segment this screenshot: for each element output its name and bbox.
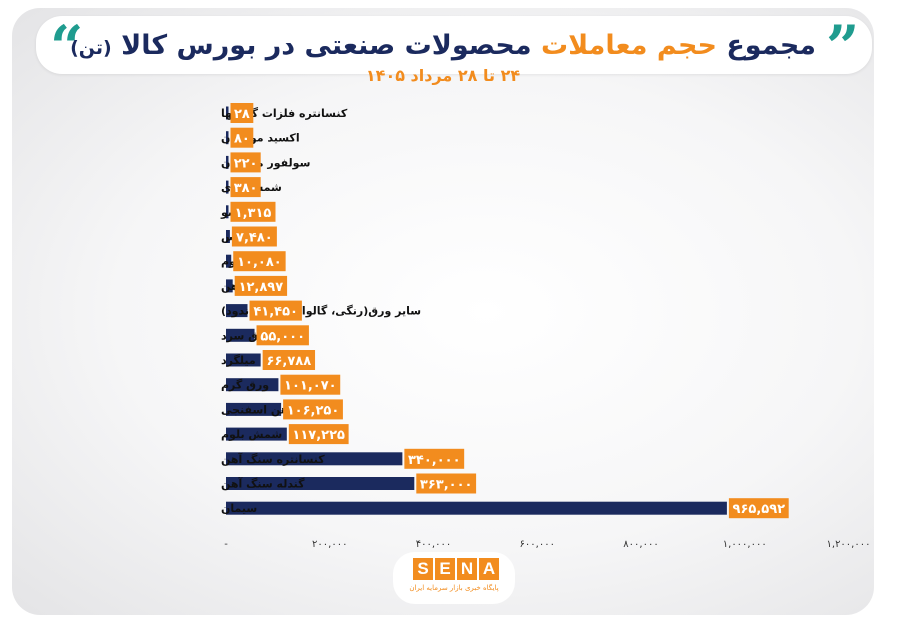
x-tick-label: ۴۰۰,۰۰۰ xyxy=(416,539,451,550)
logo-letter: S xyxy=(413,558,433,580)
value-label-bg xyxy=(230,152,261,173)
x-tick-label: - xyxy=(224,539,228,550)
bar xyxy=(226,279,233,293)
bar xyxy=(226,254,232,268)
value-label-bg xyxy=(230,177,261,198)
value-label-bg xyxy=(262,350,316,370)
value-label: ۶۶,۷۸۸ xyxy=(267,354,312,369)
value-label: ۱۰۶,۲۵۰ xyxy=(287,403,340,418)
x-tick-label: ۲۰۰,۰۰۰ xyxy=(312,539,347,550)
logo-tagline: پایگاه خبری بازار سرمایه ایران xyxy=(409,584,499,592)
category-label: آهن اسفنجی xyxy=(221,402,292,416)
category-label: شمش بلوم xyxy=(221,428,282,441)
x-tick-label: ۱,۰۰۰,۰۰۰ xyxy=(723,539,767,550)
bar xyxy=(226,427,287,441)
bar xyxy=(226,106,229,120)
bar xyxy=(226,205,229,219)
value-label: ۲۸ xyxy=(234,107,250,122)
value-label: ۲۲۰ xyxy=(234,156,258,171)
chart-subtitle: ۲۴ تا ۲۸ مرداد ۱۴۰۵ xyxy=(365,66,521,85)
quote-close-icon: ” xyxy=(826,13,860,81)
category-label: ورق گرم xyxy=(221,379,269,392)
value-label-bg xyxy=(288,424,349,445)
value-label-bg xyxy=(231,226,277,247)
value-label: ۹۶۵,۵۹۲ xyxy=(733,502,786,517)
bar xyxy=(226,230,230,243)
bar xyxy=(226,452,403,466)
value-label-bg xyxy=(416,473,477,494)
value-label-bg xyxy=(230,201,276,222)
category-label: سیمان xyxy=(221,502,257,515)
bar xyxy=(226,131,229,145)
x-tick-label: ۶۰۰,۰۰۰ xyxy=(520,539,555,550)
bar xyxy=(226,353,261,367)
value-label: ۳۴۰,۰۰۰ xyxy=(408,453,461,468)
value-label: ۸۰ xyxy=(234,132,250,147)
value-label-bg xyxy=(249,300,302,321)
logo-letter: E xyxy=(435,558,455,580)
value-label: ۷,۴۸۰ xyxy=(236,231,273,246)
bar xyxy=(226,328,255,342)
value-label-bg xyxy=(280,374,341,395)
title-unit: (تن) xyxy=(70,37,112,59)
value-label: ۱۱۷,۲۲۵ xyxy=(292,428,345,443)
bar xyxy=(226,155,229,169)
chart-title: مجموع حجم معاملات محصولات صنعتی در بورس … xyxy=(70,29,816,65)
bar xyxy=(226,180,229,194)
bar xyxy=(226,501,727,515)
logo-letters: S E N A xyxy=(413,558,499,580)
logo-letter: N xyxy=(457,558,477,580)
value-label-bg xyxy=(256,325,309,346)
bar xyxy=(226,477,415,490)
x-tick-label: ۸۰۰,۰۰۰ xyxy=(623,539,658,550)
title-part-1: مجموع xyxy=(726,30,816,61)
title-part-3: محصولات صنعتی در بورس کالا xyxy=(121,30,532,61)
quote-open-icon: “ xyxy=(50,13,84,81)
value-label: ۳۸۰ xyxy=(234,181,258,196)
value-label-bg xyxy=(728,498,789,519)
sena-logo: S E N A پایگاه خبری بازار سرمایه ایران xyxy=(393,552,515,604)
value-label: ۴۱,۴۵۰ xyxy=(253,305,298,320)
value-label: ۱۲,۸۹۷ xyxy=(239,280,284,295)
title-part-2: حجم معاملات xyxy=(541,30,717,61)
bar xyxy=(226,402,282,416)
value-label-bg xyxy=(404,448,465,469)
category-label: میلگرد xyxy=(221,354,256,367)
value-label-bg xyxy=(230,103,254,123)
value-label: ۱,۳۱۵ xyxy=(235,206,272,221)
value-label: ۵۵,۰۰۰ xyxy=(260,329,305,344)
category-label: گندله سنگ آهن xyxy=(221,477,305,491)
value-label-bg xyxy=(283,399,343,420)
value-label: ۱۰,۰۸۰ xyxy=(237,255,282,270)
logo-letter: A xyxy=(479,558,499,580)
bar xyxy=(226,378,279,392)
value-label-bg xyxy=(233,251,286,272)
x-tick-label: ۱,۲۰۰,۰۰۰ xyxy=(827,539,871,550)
bar xyxy=(226,304,248,318)
header-bar: “ مجموع حجم معاملات محصولات صنعتی در بور… xyxy=(36,13,872,81)
category-label: کنسانتره سنگ آهن xyxy=(221,452,325,466)
value-label: ۳۶۳,۰۰۰ xyxy=(420,478,473,493)
value-label: ۱۰۱,۰۷۰ xyxy=(284,379,337,394)
value-label-bg xyxy=(234,275,288,296)
value-label-bg xyxy=(230,127,254,148)
